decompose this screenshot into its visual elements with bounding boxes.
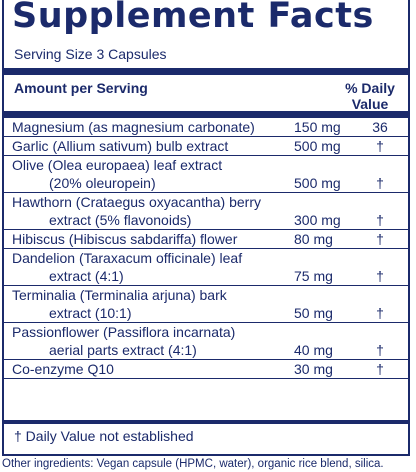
nutrient-table: Magnesium (as magnesium carbonate) 150 mg…: [4, 118, 408, 379]
nutrient-name: Hawthorn (Crataegus oxyacantha) berry: [12, 194, 262, 210]
thick-divider-top: [4, 68, 408, 75]
serving-size: Serving Size 3 Capsules: [14, 46, 167, 62]
nutrient-daily-value: †: [376, 268, 384, 284]
panel-title: Supplement Facts: [12, 0, 374, 36]
nutrient-name: Terminalia (Terminalia arjuna) bark: [12, 287, 227, 303]
nutrient-line: Passionflower (Passiflora incarnata): [4, 323, 408, 341]
nutrient-daily-value: †: [376, 138, 384, 154]
nutrient-line: Magnesium (as magnesium carbonate) 150 mg…: [4, 118, 408, 136]
nutrient-name: (20% oleuropein): [49, 175, 156, 191]
nutrient-line: Terminalia (Terminalia arjuna) bark: [4, 286, 408, 304]
nutrient-row: Dandelion (Taraxacum officinale) leaf ext…: [4, 249, 408, 286]
nutrient-line: Hibiscus (Hibiscus sabdariffa) flower 80 …: [4, 230, 408, 248]
nutrient-line: (20% oleuropein) 500 mg †: [4, 174, 408, 192]
nutrient-line: extract (10:1) 50 mg †: [4, 304, 408, 322]
nutrient-daily-value: †: [376, 342, 384, 358]
nutrient-row: Co-enzyme Q10 30 mg †: [4, 360, 408, 379]
nutrient-amount: 150 mg: [294, 119, 341, 135]
nutrient-row: Olive (Olea europaea) leaf extract (20% o…: [4, 156, 408, 193]
nutrient-row: Magnesium (as magnesium carbonate) 150 mg…: [4, 118, 408, 137]
nutrient-name: extract (5% flavonoids): [49, 212, 192, 228]
nutrient-row: Hawthorn (Crataegus oxyacantha) berry ext…: [4, 193, 408, 230]
nutrient-line: aerial parts extract (4:1) 40 mg †: [4, 341, 408, 359]
nutrient-daily-value: †: [376, 175, 384, 191]
nutrient-name: aerial parts extract (4:1): [49, 342, 197, 358]
nutrient-row: Terminalia (Terminalia arjuna) bark extra…: [4, 286, 408, 323]
nutrient-line: extract (4:1) 75 mg †: [4, 267, 408, 285]
nutrient-name: Co-enzyme Q10: [12, 361, 114, 377]
supplement-facts-panel: Supplement Facts Serving Size 3 Capsules…: [2, 0, 410, 456]
nutrient-amount: 75 mg: [294, 268, 333, 284]
nutrient-name: Magnesium (as magnesium carbonate): [12, 119, 255, 135]
nutrient-amount: 500 mg: [294, 138, 341, 154]
nutrient-line: Garlic (Allium sativum) bulb extract 500 …: [4, 137, 408, 155]
nutrient-row: Hibiscus (Hibiscus sabdariffa) flower 80 …: [4, 230, 408, 249]
nutrient-daily-value: †: [376, 361, 384, 377]
nutrient-amount: 500 mg: [294, 175, 341, 191]
nutrient-amount: 40 mg: [294, 342, 333, 358]
nutrient-line: Olive (Olea europaea) leaf extract: [4, 156, 408, 174]
nutrient-amount: 50 mg: [294, 305, 333, 321]
nutrient-name: extract (10:1): [49, 305, 132, 321]
amount-per-serving-header: Amount per Serving: [14, 80, 148, 96]
daily-value-header: % Daily Value: [342, 80, 398, 112]
footnote: † Daily Value not established: [14, 428, 194, 444]
nutrient-line: Co-enzyme Q10 30 mg †: [4, 360, 408, 378]
nutrient-line: Hawthorn (Crataegus oxyacantha) berry: [4, 193, 408, 211]
nutrient-name: Garlic (Allium sativum) bulb extract: [12, 138, 229, 154]
thick-divider-header: [4, 111, 408, 118]
nutrient-daily-value: †: [376, 305, 384, 321]
nutrient-row: Passionflower (Passiflora incarnata) aeri…: [4, 323, 408, 360]
nutrient-name: Olive (Olea europaea) leaf extract: [12, 157, 223, 173]
nutrient-row: Garlic (Allium sativum) bulb extract 500 …: [4, 137, 408, 156]
nutrient-amount: 80 mg: [294, 231, 333, 247]
nutrient-daily-value: 36: [372, 119, 388, 135]
nutrient-line: extract (5% flavonoids) 300 mg †: [4, 211, 408, 229]
nutrient-name: Hibiscus (Hibiscus sabdariffa) flower: [12, 231, 238, 247]
other-ingredients: Other ingredients: Vegan capsule (HPMC, …: [2, 458, 384, 470]
nutrient-amount: 30 mg: [294, 361, 333, 377]
nutrient-line: Dandelion (Taraxacum officinale) leaf: [4, 249, 408, 267]
nutrient-amount: 300 mg: [294, 212, 341, 228]
thick-divider-bottom: [4, 420, 408, 424]
nutrient-name: Passionflower (Passiflora incarnata): [12, 324, 236, 340]
nutrient-name: extract (4:1): [49, 268, 124, 284]
daily-value-header-line1: % Daily: [345, 80, 395, 96]
nutrient-daily-value: †: [376, 212, 384, 228]
daily-value-header-line2: Value: [351, 96, 389, 112]
nutrient-daily-value: †: [376, 231, 384, 247]
nutrient-name: Dandelion (Taraxacum officinale) leaf: [12, 250, 243, 266]
